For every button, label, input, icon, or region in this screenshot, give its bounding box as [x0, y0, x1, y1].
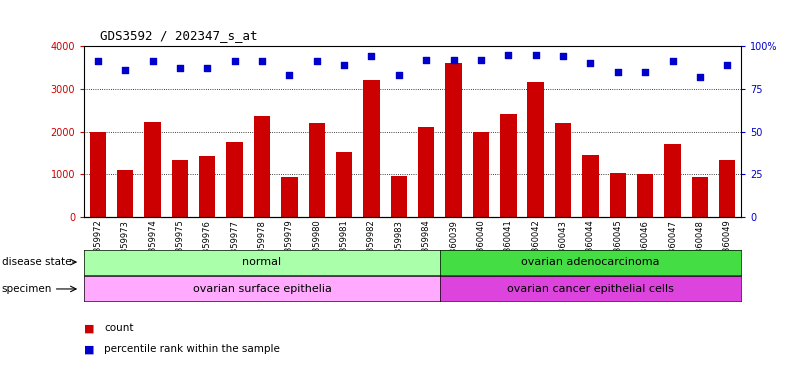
Point: [310, 58, 323, 65]
Text: ovarian surface epithelia: ovarian surface epithelia: [192, 284, 332, 294]
Bar: [692, 177, 708, 217]
Bar: [473, 131, 489, 217]
Bar: [555, 123, 571, 217]
Point: [283, 72, 296, 78]
Point: [502, 51, 515, 58]
Bar: [610, 174, 626, 217]
Point: [228, 58, 241, 65]
Point: [638, 69, 651, 75]
Point: [666, 58, 679, 65]
Text: percentile rank within the sample: percentile rank within the sample: [104, 344, 280, 354]
Point: [529, 51, 542, 58]
Bar: [582, 156, 598, 217]
Point: [694, 74, 706, 80]
Point: [338, 62, 351, 68]
Bar: [227, 142, 243, 217]
Point: [201, 65, 214, 71]
Text: ■: ■: [84, 344, 95, 354]
Point: [557, 53, 570, 60]
Text: ovarian adenocarcinoma: ovarian adenocarcinoma: [521, 257, 660, 267]
Bar: [363, 80, 380, 217]
Bar: [719, 160, 735, 217]
Point: [721, 62, 734, 68]
Bar: [308, 123, 325, 217]
Bar: [117, 170, 133, 217]
Text: count: count: [104, 323, 134, 333]
Bar: [254, 116, 270, 217]
Point: [611, 69, 624, 75]
Bar: [445, 63, 461, 217]
Bar: [199, 156, 215, 217]
Point: [420, 57, 433, 63]
Point: [119, 67, 131, 73]
Bar: [171, 160, 188, 217]
Point: [392, 72, 405, 78]
Text: ovarian cancer epithelial cells: ovarian cancer epithelial cells: [507, 284, 674, 294]
Bar: [90, 131, 106, 217]
Bar: [527, 82, 544, 217]
Bar: [336, 152, 352, 217]
Text: GDS3592 / 202347_s_at: GDS3592 / 202347_s_at: [100, 29, 258, 42]
Bar: [281, 177, 298, 217]
Point: [584, 60, 597, 66]
Bar: [637, 174, 654, 217]
Point: [474, 57, 487, 63]
Bar: [418, 127, 434, 217]
Point: [447, 57, 460, 63]
Text: ■: ■: [84, 323, 95, 333]
Text: disease state: disease state: [2, 257, 71, 267]
Bar: [664, 144, 681, 217]
Point: [365, 53, 378, 60]
Bar: [144, 122, 161, 217]
Point: [146, 58, 159, 65]
Bar: [391, 176, 407, 217]
Text: normal: normal: [243, 257, 282, 267]
Point: [256, 58, 268, 65]
Point: [91, 58, 104, 65]
Text: specimen: specimen: [2, 284, 52, 294]
Point: [174, 65, 187, 71]
Bar: [500, 114, 517, 217]
